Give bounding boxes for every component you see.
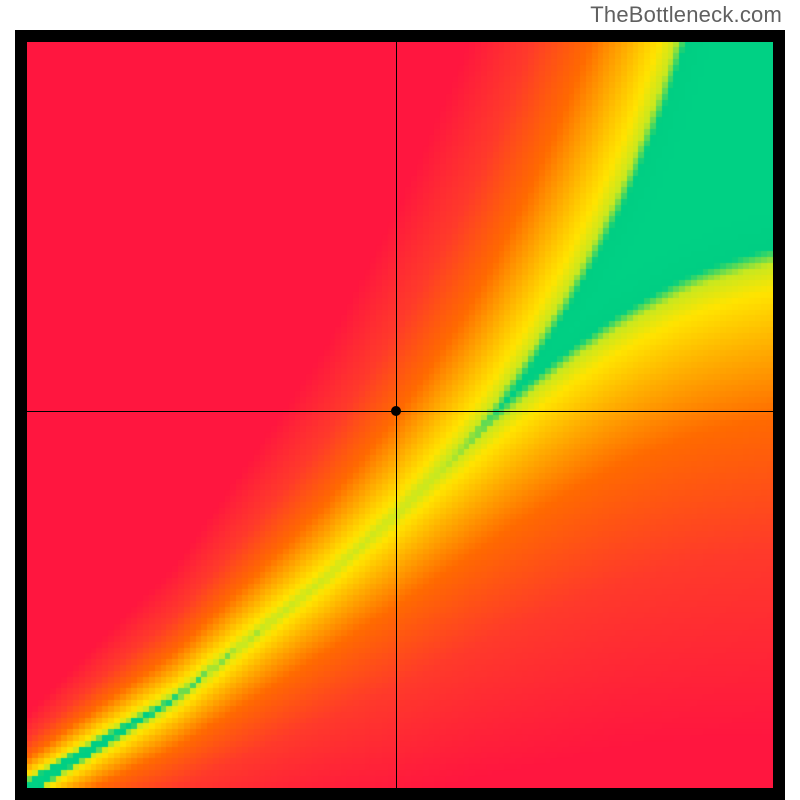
crosshair-marker <box>391 406 401 416</box>
plot-frame <box>15 30 785 800</box>
watermark-text: TheBottleneck.com <box>590 2 782 28</box>
heatmap-canvas <box>27 42 773 788</box>
